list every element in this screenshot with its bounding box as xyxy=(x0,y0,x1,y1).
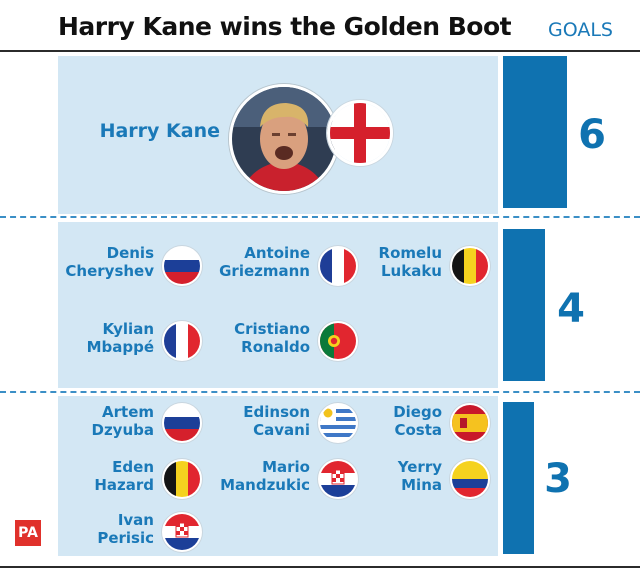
value-label-4: 4 xyxy=(557,286,585,332)
player-name-kane: Harry Kane xyxy=(99,120,220,142)
player-name: Edinson Cavani xyxy=(243,403,310,439)
unit-label: GOALS xyxy=(548,19,613,41)
panel-3-goals xyxy=(58,396,498,556)
flag-uruguay-icon xyxy=(318,403,358,443)
panel-4-goals xyxy=(58,222,498,388)
player-name: Artem Dzyuba xyxy=(91,403,155,439)
player-name: Cristiano Ronaldo xyxy=(234,320,310,356)
player-name: Kylian Mbappé xyxy=(86,320,154,356)
bottom-rule xyxy=(0,566,640,568)
flag-russia-icon xyxy=(162,403,202,443)
flag-belgium-icon xyxy=(450,246,490,286)
player-name: Mario Mandzukic xyxy=(220,458,310,494)
value-label-3: 3 xyxy=(544,456,572,502)
flag-france-icon xyxy=(318,246,358,286)
flag-england-large xyxy=(327,100,393,166)
player-name: Denis Cheryshev xyxy=(65,244,154,280)
player-name: Antoine Griezmann xyxy=(219,244,310,280)
chart-title: Harry Kane wins the Golden Boot xyxy=(58,12,512,41)
pa-logo: PA xyxy=(15,520,41,546)
flag-belgium-icon xyxy=(162,459,202,499)
player-name: Yerry Mina xyxy=(397,458,442,494)
flag-portugal-icon xyxy=(318,321,358,361)
player-name: Eden Hazard xyxy=(94,458,154,494)
bar-6 xyxy=(503,56,567,208)
player-name: Romelu Lukaku xyxy=(378,244,442,280)
flag-france-icon xyxy=(162,321,202,361)
player-name: Diego Costa xyxy=(393,403,442,439)
player-photo xyxy=(229,84,339,194)
flag-croatia-icon xyxy=(318,459,358,499)
divider-1 xyxy=(0,216,640,218)
bar-3 xyxy=(503,402,534,554)
player-name: Ivan Perisic xyxy=(97,511,154,547)
bar-4 xyxy=(503,229,545,381)
flag-russia-icon xyxy=(162,246,202,286)
flag-spain-icon xyxy=(450,403,490,443)
flag-colombia-icon xyxy=(450,459,490,499)
value-label-6: 6 xyxy=(578,112,606,158)
top-rule xyxy=(0,50,640,52)
flag-croatia-icon xyxy=(162,512,202,552)
divider-2 xyxy=(0,391,640,393)
